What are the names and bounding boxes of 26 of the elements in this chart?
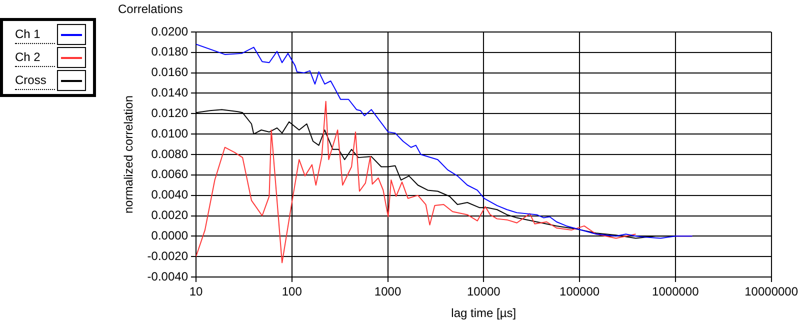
y-tick-label: 0.0140 bbox=[151, 86, 188, 100]
x-tick-label: 10000000 bbox=[744, 284, 798, 299]
y-tick-label: 0.0000 bbox=[151, 228, 188, 242]
y-tick-label: -0.0040 bbox=[147, 269, 188, 284]
x-tick-label: 10000 bbox=[466, 284, 501, 299]
legend-label: Cross bbox=[15, 71, 55, 90]
y-tick-label: 0.0160 bbox=[151, 65, 188, 80]
x-axis-title: lag time [µs] bbox=[451, 306, 516, 320]
x-tick-label: 1000 bbox=[374, 284, 402, 299]
x-tick-label: 100000 bbox=[560, 284, 600, 299]
y-axis-title: normalized correlation bbox=[122, 95, 136, 214]
x-tick-label: 1000000 bbox=[652, 284, 700, 299]
y-tick-label: 0.0020 bbox=[151, 208, 188, 222]
y-tick-label: 0.0200 bbox=[151, 24, 188, 38]
y-tick-label: 0.0120 bbox=[151, 106, 188, 120]
legend-label: Ch 1 bbox=[15, 25, 55, 44]
x-tick-label: 10 bbox=[189, 284, 203, 299]
y-tick-label: 0.0180 bbox=[151, 44, 188, 59]
legend-label: Ch 2 bbox=[15, 48, 55, 67]
x-tick-label: 100 bbox=[282, 284, 302, 299]
y-tick-label: 0.0100 bbox=[151, 126, 188, 140]
y-tick-label: -0.0020 bbox=[147, 248, 188, 263]
chart-title: Correlations bbox=[118, 2, 183, 16]
y-tick-label: 0.0080 bbox=[151, 146, 188, 161]
y-tick-label: 0.0060 bbox=[151, 167, 188, 182]
y-tick-label: 0.0040 bbox=[151, 188, 188, 202]
